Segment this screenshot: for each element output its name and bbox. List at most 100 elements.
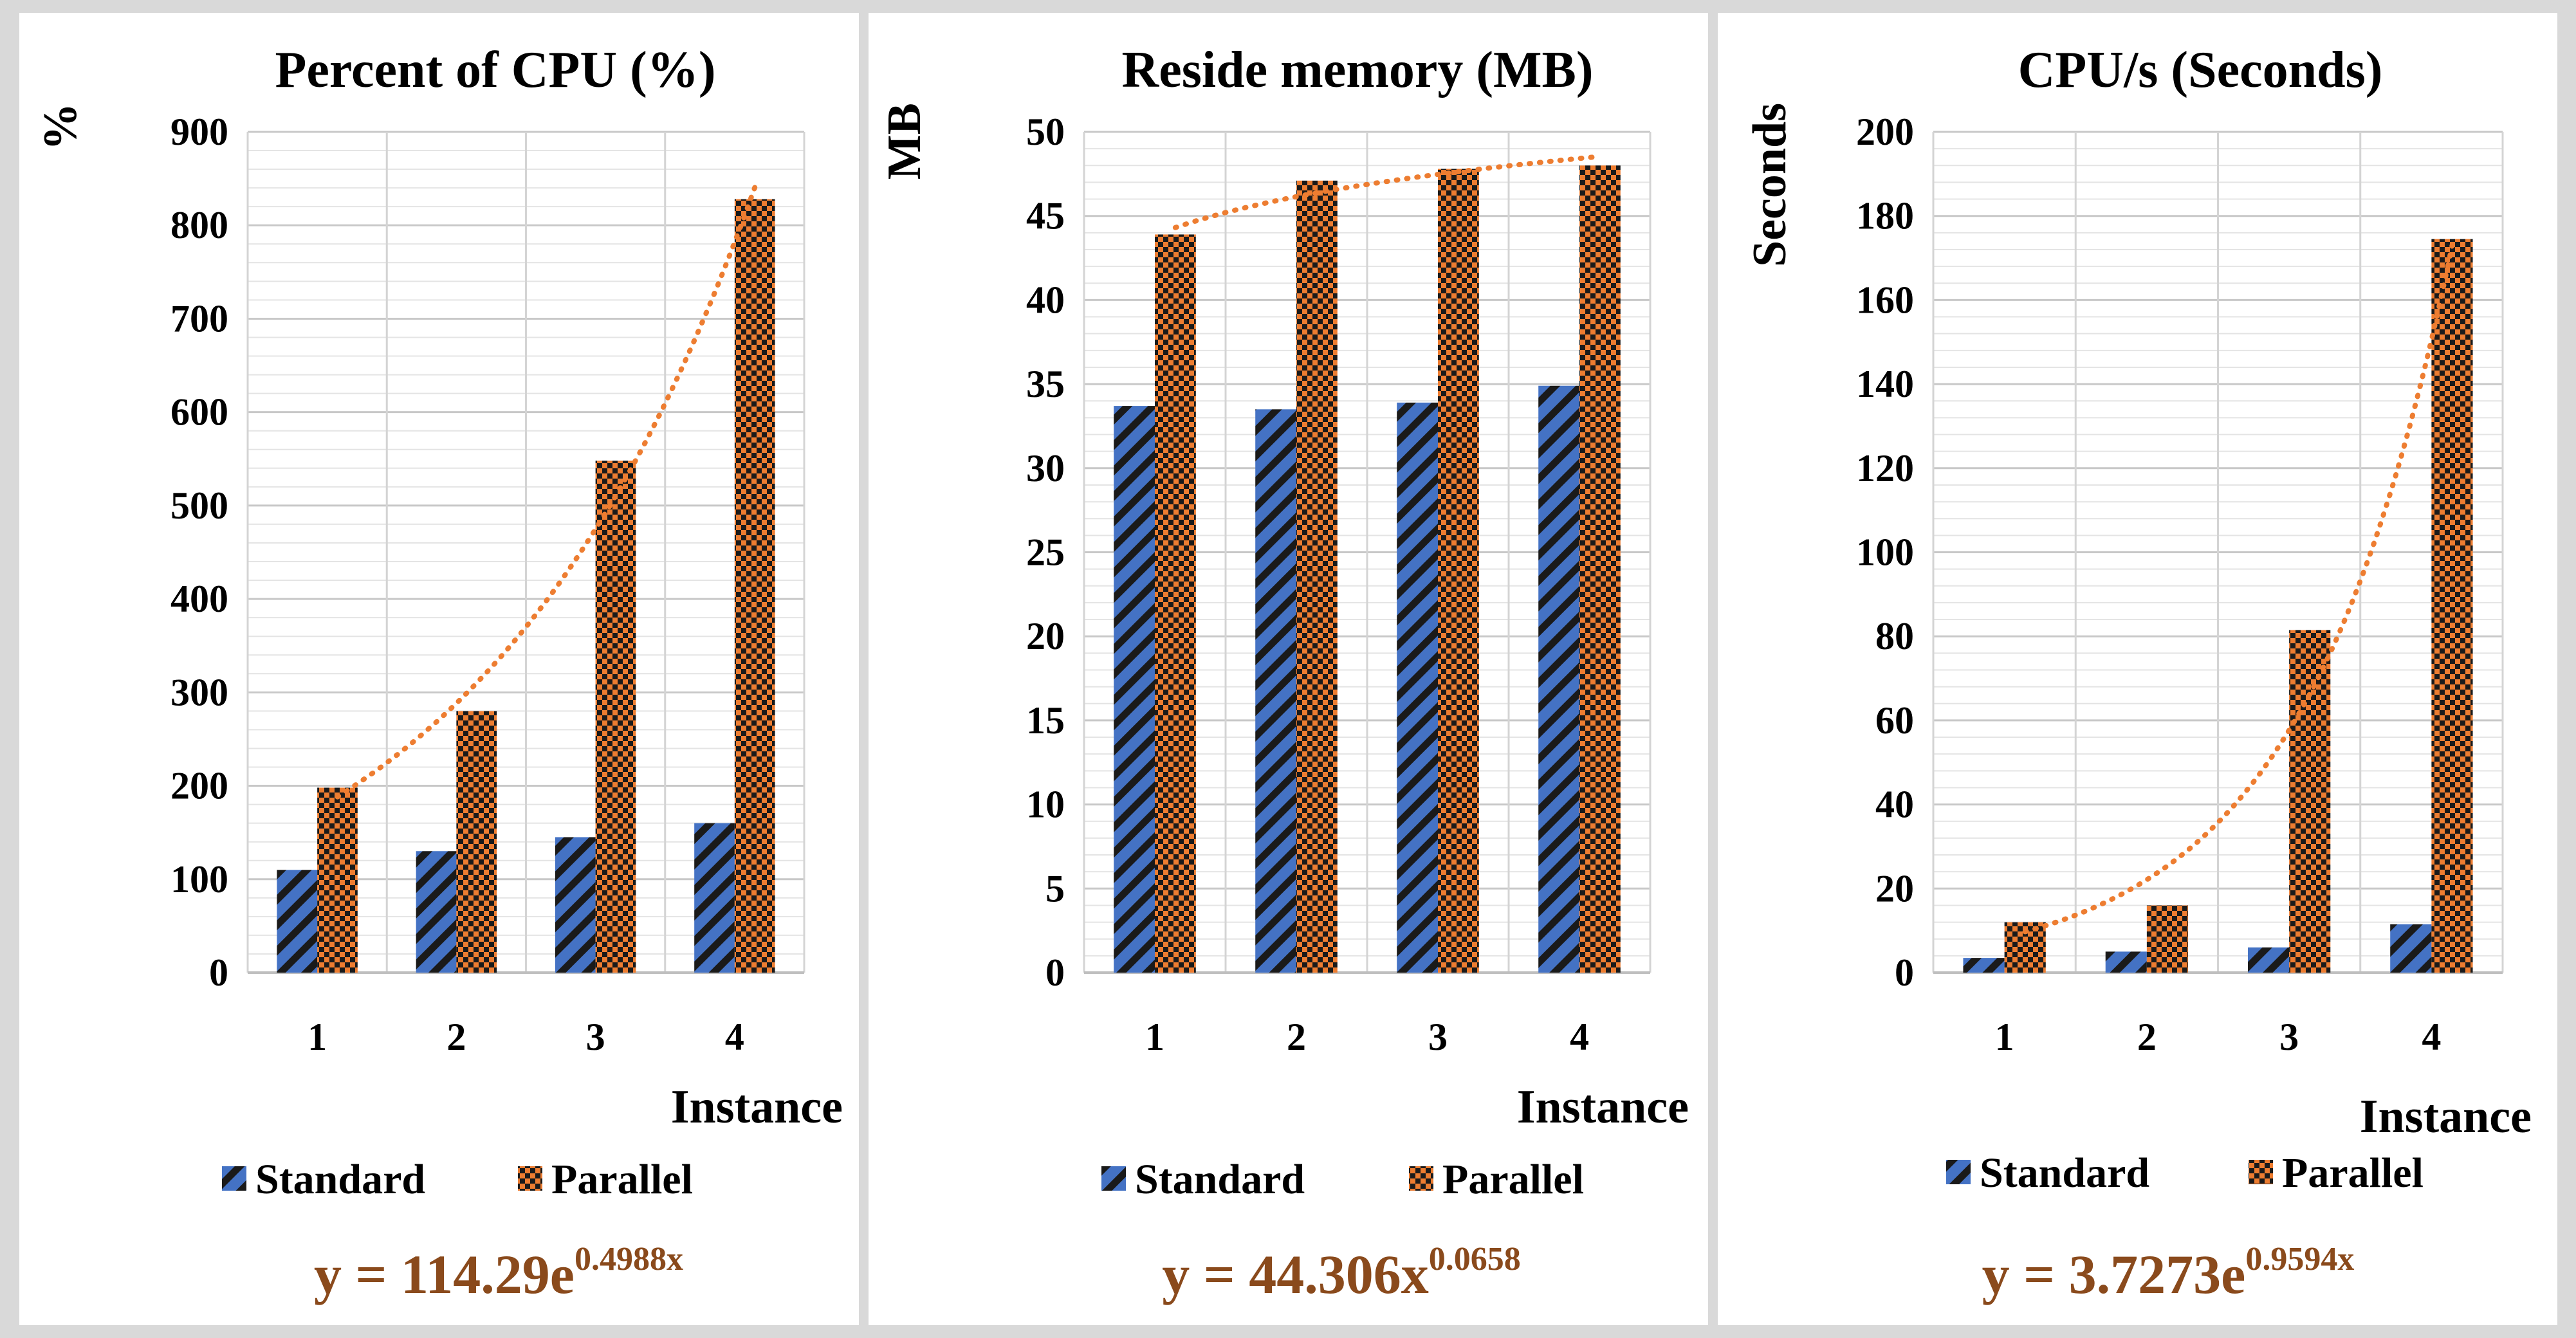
legend-label-standard: Standard bbox=[255, 1156, 425, 1203]
x-tick-label: 3 bbox=[586, 1016, 605, 1058]
y-tick-label: 800 bbox=[170, 204, 228, 246]
bar-standard-2 bbox=[416, 851, 457, 973]
y-tick-label: 180 bbox=[1856, 195, 1914, 237]
legend-swatch-parallel bbox=[518, 1166, 542, 1191]
equation-text: y = 44.306x0.0658 bbox=[1162, 1241, 1521, 1305]
x-tick-label: 1 bbox=[1145, 1016, 1164, 1058]
x-axis-label: Instance bbox=[1517, 1081, 1689, 1133]
y-tick-label: 40 bbox=[1875, 784, 1914, 826]
bar-parallel-3 bbox=[1438, 169, 1479, 973]
x-tick-label: 4 bbox=[1570, 1016, 1589, 1058]
bar-parallel-1 bbox=[317, 787, 358, 973]
x-tick-label: 1 bbox=[308, 1016, 327, 1058]
y-tick-label: 5 bbox=[1045, 867, 1065, 910]
y-axis-label: % bbox=[34, 103, 87, 151]
y-tick-label: 900 bbox=[170, 111, 228, 153]
x-axis-label: Instance bbox=[2360, 1090, 2532, 1143]
equation-text: y = 114.29e0.4988x bbox=[314, 1241, 683, 1305]
equation-exponent: 0.9594x bbox=[2245, 1241, 2354, 1278]
x-tick-label: 4 bbox=[2422, 1016, 2441, 1058]
bar-standard-4 bbox=[1538, 385, 1579, 973]
bar-parallel-4 bbox=[1579, 165, 1621, 973]
bar-standard-1 bbox=[277, 870, 318, 973]
x-tick-label: 2 bbox=[1287, 1016, 1306, 1058]
y-tick-label: 600 bbox=[170, 391, 228, 434]
legend: Standard Parallel bbox=[1946, 1150, 2424, 1196]
trendline-parallel bbox=[1172, 154, 1603, 230]
y-tick-label: 60 bbox=[1875, 699, 1914, 742]
panel-background bbox=[1718, 13, 2557, 1325]
legend-label-standard: Standard bbox=[1980, 1150, 2149, 1196]
y-tick-label: 700 bbox=[170, 297, 228, 340]
bar-parallel-3 bbox=[595, 461, 636, 973]
equation-exponent: 0.0658 bbox=[1429, 1241, 1521, 1278]
y-tick-label: 30 bbox=[1026, 447, 1065, 490]
bar-standard-3 bbox=[555, 837, 596, 973]
legend-swatch-parallel bbox=[2249, 1160, 2273, 1184]
y-tick-label: 10 bbox=[1026, 784, 1065, 826]
bar-standard-4 bbox=[694, 823, 735, 973]
x-axis-label: Instance bbox=[671, 1081, 843, 1133]
y-tick-label: 40 bbox=[1026, 279, 1065, 321]
x-tick-label: 4 bbox=[725, 1016, 744, 1058]
y-tick-label: 300 bbox=[170, 671, 228, 713]
legend-swatch-parallel bbox=[1409, 1166, 1433, 1191]
legend-label-parallel: Parallel bbox=[1442, 1156, 1584, 1203]
panel-background bbox=[19, 13, 859, 1325]
equation-exponent: 0.4988x bbox=[575, 1241, 683, 1278]
bar-standard-2 bbox=[2105, 951, 2147, 973]
trendline-parallel bbox=[2022, 243, 2455, 935]
bar-parallel-3 bbox=[2289, 630, 2331, 973]
y-tick-label: 20 bbox=[1026, 615, 1065, 657]
bar-standard-2 bbox=[1255, 409, 1296, 973]
legend-swatch-standard bbox=[1946, 1160, 1971, 1184]
legend: Standard Parallel bbox=[222, 1156, 693, 1203]
legend: Standard Parallel bbox=[1101, 1156, 1584, 1203]
y-tick-label: 35 bbox=[1026, 363, 1065, 405]
trend-equation: y = 44.306x0.0658 bbox=[1162, 1241, 1521, 1305]
x-tick-label: 3 bbox=[1428, 1016, 1448, 1058]
y-tick-label: 80 bbox=[1875, 615, 1914, 657]
equation-base: y = 114.29e bbox=[314, 1243, 575, 1305]
y-tick-label: 0 bbox=[209, 951, 228, 994]
y-axis-label: Seconds bbox=[1743, 103, 1796, 267]
y-tick-label: 50 bbox=[1026, 111, 1065, 153]
y-tick-label: 15 bbox=[1026, 699, 1065, 742]
equation-text: y = 3.7273e0.9594x bbox=[1982, 1241, 2355, 1305]
y-tick-label: 200 bbox=[1856, 111, 1914, 153]
bar-parallel-2 bbox=[1296, 180, 1338, 973]
bar-standard-1 bbox=[1963, 958, 2005, 973]
y-tick-label: 0 bbox=[1895, 951, 1914, 994]
bar-parallel-2 bbox=[2146, 905, 2189, 973]
legend-swatch-standard bbox=[222, 1166, 246, 1191]
trend-equation: y = 3.7273e0.9594x bbox=[1982, 1241, 2355, 1305]
bar-standard-4 bbox=[2390, 924, 2432, 973]
bar-parallel-4 bbox=[2431, 239, 2473, 973]
bar-parallel-4 bbox=[734, 199, 775, 973]
legend-swatch-standard bbox=[1101, 1166, 1126, 1191]
bar-standard-1 bbox=[1114, 406, 1155, 973]
y-tick-label: 25 bbox=[1026, 531, 1065, 574]
x-tick-label: 2 bbox=[446, 1016, 466, 1058]
y-tick-label: 45 bbox=[1026, 195, 1065, 237]
bar-parallel-2 bbox=[456, 711, 497, 973]
x-tick-label: 1 bbox=[1995, 1016, 2014, 1058]
trend-equation: y = 114.29e0.4988x bbox=[314, 1241, 683, 1305]
bar-parallel-1 bbox=[1155, 234, 1196, 973]
equation-base: y = 3.7273e bbox=[1982, 1243, 2246, 1305]
y-tick-label: 200 bbox=[170, 765, 228, 807]
y-axis-label: MB bbox=[878, 103, 931, 179]
legend-label-parallel: Parallel bbox=[551, 1156, 693, 1203]
chart-panel-2: 0 5 10 15 20 25 30 35 40 45 50 1 2 3 4 Reside memory (M… bbox=[869, 13, 1708, 1325]
x-tick-label: 2 bbox=[2137, 1016, 2157, 1058]
chart-panel-3: 0 20 40 60 80 100 120 140 160 180 200 1 2 3 4 CPU/s (Se… bbox=[1718, 13, 2557, 1325]
y-tick-label: 0 bbox=[1045, 951, 1065, 994]
bar-standard-3 bbox=[2247, 947, 2290, 973]
y-tick-label: 400 bbox=[170, 578, 228, 620]
y-tick-label: 140 bbox=[1856, 363, 1914, 405]
trendline-parallel bbox=[335, 185, 758, 800]
legend-label-parallel: Parallel bbox=[2282, 1150, 2424, 1196]
y-tick-label: 20 bbox=[1875, 867, 1914, 910]
legend-label-standard: Standard bbox=[1135, 1156, 1305, 1203]
